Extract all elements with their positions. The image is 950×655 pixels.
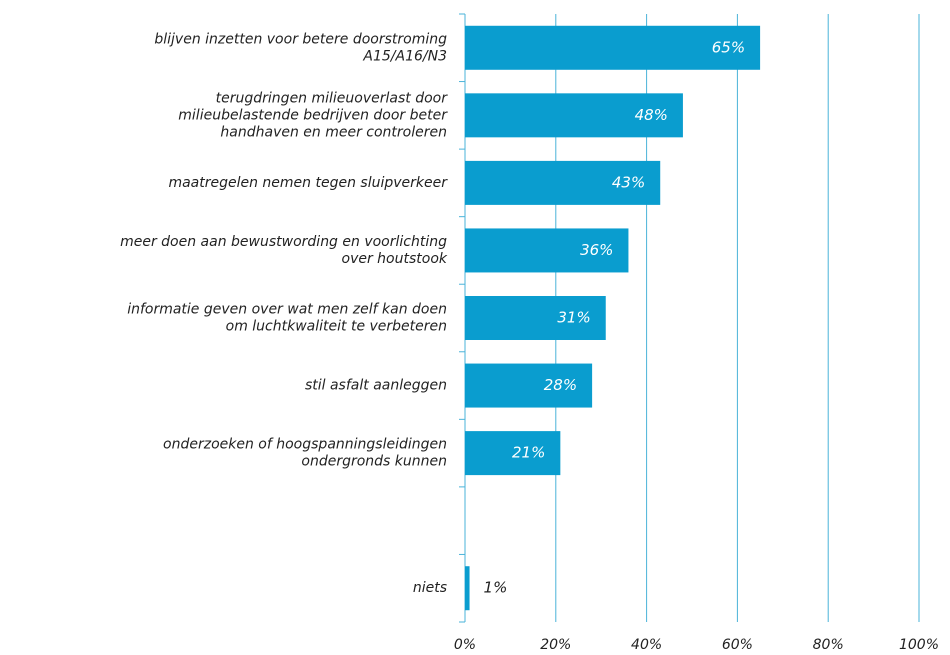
y-tick-label: terugdringen milieuoverlast door milieube… [178, 90, 448, 140]
x-tick-label: 40% [631, 637, 662, 653]
bar [465, 228, 629, 273]
y-tick-label: onderzoeken of hoogspanningsleidingen ond… [163, 437, 447, 470]
bar [465, 25, 761, 70]
y-tick-label: informatie geven over wat men zelf kan d… [127, 302, 447, 335]
bar [465, 160, 661, 205]
x-tick-label: 100% [899, 637, 939, 653]
value-label: 31% [557, 309, 590, 327]
value-label: 43% [612, 173, 645, 191]
bar [465, 363, 593, 408]
value-label: 28% [544, 376, 577, 394]
bar [465, 93, 683, 138]
value-label: 1% [484, 579, 508, 597]
x-tick-label: 80% [813, 637, 844, 653]
y-tick-label: blijven inzetten voor betere doorstromin… [154, 31, 447, 64]
bar [465, 296, 606, 340]
bar [465, 431, 561, 476]
y-tick-label: maatregelen nemen tegen sluipverkeer [168, 175, 448, 191]
x-tick-label: 60% [722, 637, 753, 653]
value-label: 36% [580, 241, 613, 259]
bar [465, 566, 470, 611]
x-tick-label: 0% [454, 637, 476, 653]
value-label: 21% [512, 444, 545, 462]
y-tick-label: meer doen aan bewustwording en voorlicht… [120, 234, 448, 267]
value-label: 65% [712, 38, 745, 56]
y-tick-label: niets [413, 580, 447, 596]
y-tick-label: stil asfalt aanleggen [305, 378, 447, 394]
value-label: 48% [635, 106, 668, 124]
x-tick-label: 20% [540, 637, 571, 653]
